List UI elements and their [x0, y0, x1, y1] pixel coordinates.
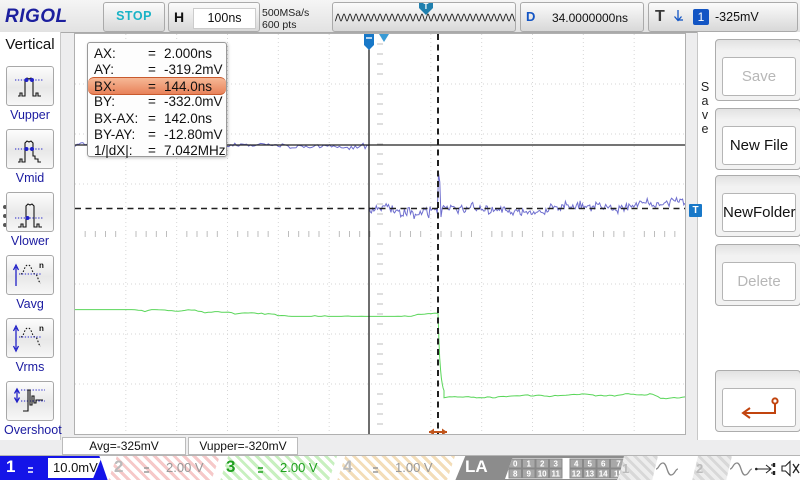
svg-text:10: 10 [538, 469, 547, 478]
svg-text:T: T [424, 2, 429, 11]
svg-text:n: n [39, 261, 44, 270]
svg-text:11: 11 [551, 469, 560, 478]
svg-text:7: 7 [616, 459, 621, 468]
svg-text:4: 4 [574, 459, 579, 468]
svg-text:n: n [39, 324, 44, 333]
svg-text:9: 9 [526, 469, 531, 478]
svg-text:2: 2 [540, 459, 545, 468]
svg-text:13: 13 [585, 469, 594, 478]
svg-text:12: 12 [572, 469, 581, 478]
svg-text:8: 8 [513, 469, 518, 478]
svg-text:1: 1 [526, 459, 531, 468]
svg-text:6: 6 [601, 459, 606, 468]
svg-text:14: 14 [599, 469, 608, 478]
svg-text:0: 0 [513, 459, 518, 468]
svg-text:5: 5 [587, 459, 592, 468]
svg-text:3: 3 [553, 459, 558, 468]
